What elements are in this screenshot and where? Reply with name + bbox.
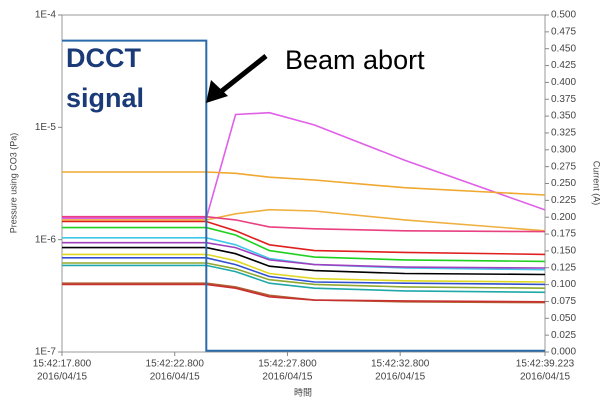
x-tick-label: 15:42:27.800 — [258, 359, 317, 370]
y2-tick-label: 0.025 — [551, 330, 576, 341]
annotation: DCCT — [66, 43, 141, 73]
y2-tick-label: 0.150 — [551, 246, 576, 257]
y2-tick-label: 0.275 — [551, 161, 576, 172]
y2-tick-label: 0.350 — [551, 111, 576, 122]
y2-tick-label: 0.425 — [551, 60, 576, 71]
y2-tick-label: 0.100 — [551, 279, 576, 290]
x-tick-label: 15:42:39.223 — [516, 359, 575, 370]
y2-tick-label: 0.400 — [551, 77, 576, 88]
arrow-shaft — [216, 54, 268, 96]
y2-tick-label: 0.250 — [551, 178, 576, 189]
series-line — [62, 39, 545, 352]
x-tick-date: 2016/04/15 — [262, 372, 312, 383]
x-tick-date: 2016/04/15 — [150, 372, 200, 383]
y2-tick-label: 0.200 — [551, 212, 576, 223]
annotation: Beam abort — [285, 45, 425, 75]
y2-tick-label: 0.475 — [551, 26, 576, 37]
y2-tick-label: 0.500 — [551, 10, 576, 21]
y-tick-label: 1E-5 — [35, 122, 57, 133]
x-tick-date: 2016/04/15 — [37, 372, 87, 383]
y2-axis-label: Current (A) — [592, 161, 602, 206]
y-axis-label: Pressure using CO3 (Pa) — [8, 133, 18, 234]
x-axis-label: 時間 — [294, 387, 312, 397]
y2-tick-label: 0.175 — [551, 229, 576, 240]
y2-tick-label: 0.075 — [551, 296, 576, 307]
y2-tick-label: 0.225 — [551, 195, 576, 206]
y-tick-label: 1E-6 — [35, 234, 57, 245]
y2-tick-label: 0.450 — [551, 43, 576, 54]
arrow — [206, 54, 268, 103]
x-tick-date: 2016/04/15 — [375, 372, 425, 383]
y2-tick-label: 0.375 — [551, 94, 576, 105]
y2-tick-label: 0.300 — [551, 144, 576, 155]
x-tick-label: 15:42:17.800 — [33, 359, 92, 370]
y2-tick-label: 0.050 — [551, 313, 576, 324]
y-tick-label: 1E-4 — [35, 10, 57, 21]
annotation: signal — [66, 83, 144, 113]
x-tick-label: 15:42:32.800 — [371, 359, 430, 370]
arrow-head — [206, 80, 228, 103]
y2-tick-label: 0.000 — [551, 347, 576, 358]
marks: 1E-7 1E-6 1E-5 1E-4 0.000 0.025 0.050 0.075 0.10… — [33, 10, 577, 383]
y-tick-label: 1E-7 — [35, 347, 57, 358]
x-tick-date: 2016/04/15 — [520, 372, 570, 383]
y2-tick-label: 0.325 — [551, 128, 576, 139]
y2-tick-label: 0.125 — [551, 262, 576, 273]
plot-frame — [61, 14, 546, 353]
x-tick-label: 15:42:22.800 — [146, 359, 205, 370]
